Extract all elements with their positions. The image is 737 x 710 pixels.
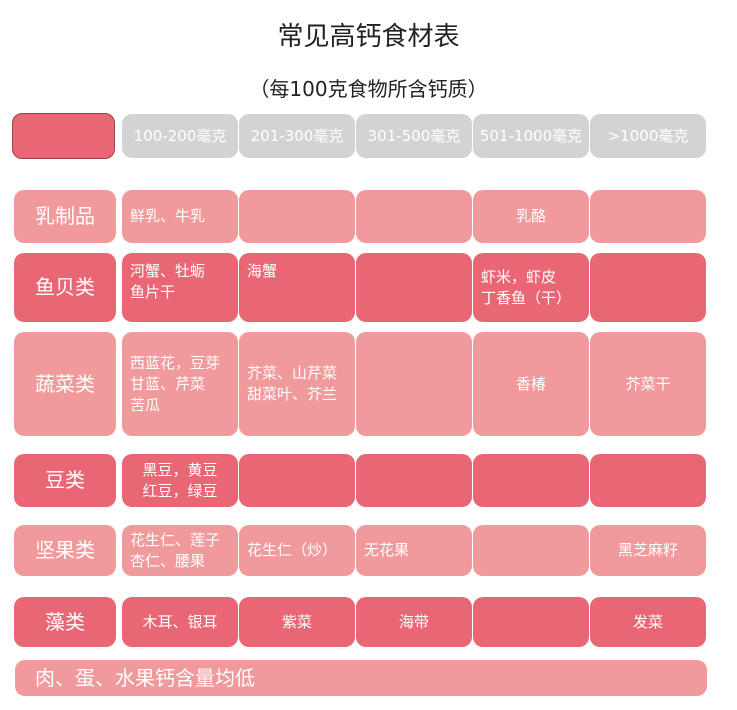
table-cell (590, 190, 706, 243)
cell-text: 花生仁、莲子 (130, 530, 221, 549)
table-cell: 黑豆，黄豆红豆，绿豆 (122, 454, 238, 507)
table-cell: 海蟹 (239, 253, 355, 322)
cell-text: 甘蓝、芹菜 (130, 374, 206, 393)
cell-text: 虾米，虾皮 (481, 267, 557, 286)
table-cell (356, 253, 472, 322)
cell-text: 芥菜、山芹菜 (247, 364, 338, 382)
table-cell (590, 253, 706, 322)
table-cell: 海带 (356, 597, 472, 647)
table-cell (356, 454, 472, 507)
header-corner (12, 113, 115, 159)
table-cell: 芥菜、山芹菜 甜菜叶、芥兰 (239, 332, 355, 436)
cell-text: 乳酪 (515, 207, 546, 225)
table-cell (590, 454, 706, 507)
table-cell: 乳酪 (473, 190, 589, 243)
table-cell: 鲜乳、牛乳 (122, 190, 238, 243)
table-cell (239, 190, 355, 243)
cell-text: 黑豆，黄豆 (142, 460, 218, 479)
column-header: >1000毫克 (590, 114, 706, 158)
cell-text: 芥菜干 (625, 374, 671, 393)
column-header: 100-200毫克 (122, 114, 238, 158)
table-cell: 紫菜 (239, 597, 355, 647)
footer-note: 肉、蛋、水果钙含量均低 (15, 660, 707, 696)
cell-text: 苦瓜 (130, 395, 161, 414)
row-label: 鱼贝类 (14, 253, 116, 322)
column-header: 301-500毫克 (356, 114, 472, 158)
cell-text: 甜菜叶、芥兰 (247, 385, 338, 403)
row-label: 藻类 (14, 597, 116, 647)
cell-text: 花生仁（炒） (247, 541, 338, 559)
table-cell: 发菜 (590, 597, 706, 647)
table-cell: 花生仁、莲子 杏仁、腰果 (122, 525, 238, 576)
cell-text: 无花果 (364, 541, 410, 559)
cell-text: 木耳、银耳 (142, 612, 218, 631)
cell-text: 丁香鱼（干） (481, 288, 572, 307)
table-cell: 芥菜干 (590, 332, 706, 436)
cell-text: 红豆，绿豆 (142, 481, 218, 500)
table-cell (239, 454, 355, 507)
table-cell: 黑芝麻籽 (590, 525, 706, 576)
page-title: 常见高钙食材表 (277, 22, 460, 52)
column-header: 501-1000毫克 (473, 114, 589, 158)
table-cell (473, 454, 589, 507)
column-header: 201-300毫克 (239, 114, 355, 158)
table-cell: 无花果 (356, 525, 472, 576)
table-cell (473, 525, 589, 576)
row-label: 坚果类 (14, 525, 116, 576)
cell-text: 河蟹、牡蛎 (130, 262, 206, 280)
cell-text: 黑芝麻籽 (617, 541, 678, 559)
table-cell: 虾米，虾皮丁香鱼（干） (473, 253, 589, 322)
table-cell: 木耳、银耳 (122, 597, 238, 647)
row-label: 豆类 (14, 454, 116, 507)
cell-text: 发菜 (632, 612, 663, 631)
table-cell: 西蓝花，豆芽 甘蓝、芹菜苦瓜 (122, 332, 238, 436)
cell-text: 海蟹 (247, 262, 278, 280)
row-label: 乳制品 (14, 190, 116, 243)
table-cell (356, 190, 472, 243)
cell-text: 香椿 (515, 374, 546, 393)
cell-text: 杏仁、腰果 (130, 551, 206, 570)
cell-text: 紫菜 (281, 612, 312, 631)
row-label: 蔬菜类 (14, 332, 116, 436)
table-cell: 河蟹、牡蛎 鱼片干 (122, 253, 238, 322)
table-cell (473, 597, 589, 647)
table-cell: 花生仁（炒） (239, 525, 355, 576)
cell-text: 鱼片干 (130, 283, 176, 301)
cell-text: 鲜乳、牛乳 (130, 207, 206, 225)
page-subtitle: （每100克食物所含钙质） (249, 77, 488, 101)
cell-text: 海带 (398, 612, 429, 631)
cell-text: 西蓝花，豆芽 (130, 353, 221, 372)
table-cell (356, 332, 472, 436)
table-cell: 香椿 (473, 332, 589, 436)
